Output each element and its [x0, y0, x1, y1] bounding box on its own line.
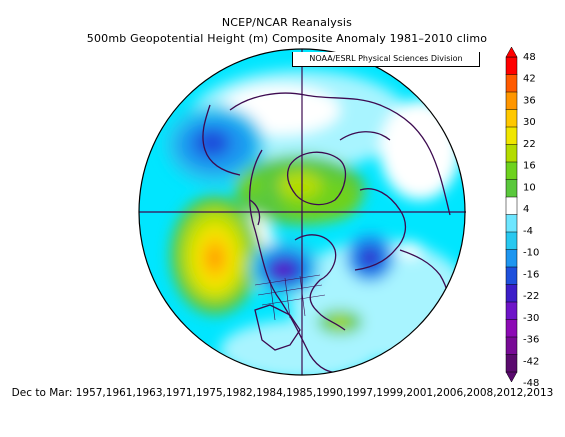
colorbar-swatch [505, 144, 518, 163]
colorbar-swatch [505, 354, 518, 373]
colorbar-tick-label: -30 [523, 313, 539, 324]
colorbar-swatch [505, 231, 518, 251]
colorbar-tick-label: -36 [523, 335, 539, 346]
composite-years-caption: Dec to Mar: 1957,1961,1963,1971,1975,198… [11, 387, 554, 399]
colorbar-swatch [505, 336, 518, 356]
colorbar-tick-label: 48 [523, 52, 536, 63]
map-title: NCEP/NCAR Reanalysis [221, 16, 353, 29]
credit-box: NOAA/ESRL Physical Sciences Division [292, 52, 480, 67]
map-subtitle: 500mb Geopotential Height (m) Composite … [86, 32, 488, 45]
colorbar-tick-label: 16 [523, 161, 536, 172]
colorbar-tick-label: 22 [523, 139, 536, 150]
hudson-bay-east-coast [294, 234, 346, 331]
colorbar-tick-label: -48 [523, 378, 539, 389]
colorbar-swatch [505, 266, 518, 286]
colorbar-tick-label: -22 [523, 291, 539, 302]
colorbar-labels: 48 42 36 30 22 16 10 4 -4 -10 -16 -22 -30 -36 -42 -48 [523, 52, 539, 389]
colorbar-swatch [505, 56, 518, 76]
alaska-coast [249, 199, 261, 226]
greenland-outline [286, 151, 347, 206]
map-border [138, 48, 466, 376]
colorbar-swatch [505, 74, 518, 93]
colorbar [505, 46, 518, 383]
north-america-west-coast [249, 149, 346, 374]
anomaly-field [139, 49, 465, 375]
colorbar-swatch [505, 161, 518, 181]
scandinavia-coast [354, 188, 407, 271]
colorbar-tick-label: 4 [523, 204, 529, 215]
colorbar-tick-label: -10 [523, 248, 539, 259]
siberia-coast [229, 92, 451, 216]
colorbar-swatch [505, 91, 518, 111]
colorbar-swatch [505, 126, 518, 146]
colorbar-swatch [505, 179, 518, 198]
colorbar-swatch [505, 196, 518, 216]
colorbar-min-arrow [505, 371, 518, 383]
colorbar-swatch [505, 301, 518, 321]
colorbar-swatch [505, 284, 518, 303]
colorbar-swatch [505, 319, 518, 338]
colorbar-tick-label: 36 [523, 95, 536, 106]
colorbar-swatch [505, 214, 518, 233]
colorbar-tick-label: 30 [523, 117, 536, 128]
kamchatka-coast [202, 104, 241, 176]
colorbar-max-arrow [505, 46, 518, 58]
colorbar-tick-label: 42 [523, 74, 536, 85]
colorbar-tick-label: -16 [523, 269, 539, 280]
colorbar-tick-label: 10 [523, 182, 536, 193]
colorbar-swatch [505, 109, 518, 128]
colorbar-tick-label: -42 [523, 356, 539, 367]
arctic-islands [339, 131, 391, 141]
colorbar-swatch [505, 249, 518, 268]
colorbar-tick-label: -4 [523, 226, 533, 237]
